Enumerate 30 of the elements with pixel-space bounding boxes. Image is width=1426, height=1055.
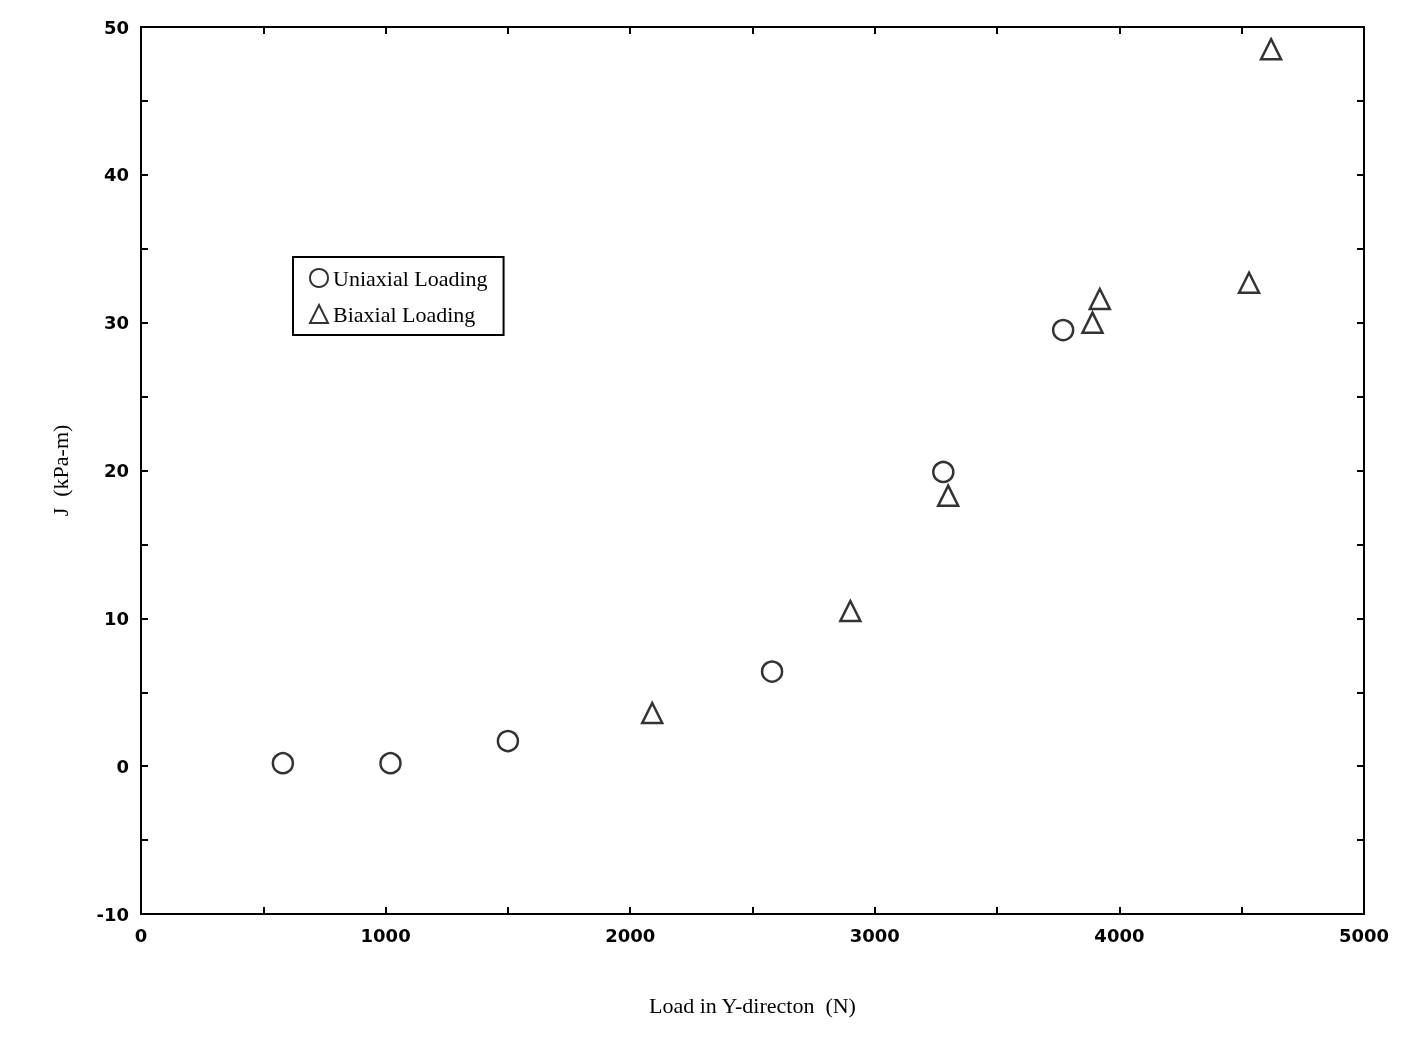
point [1259, 37, 1283, 61]
legend-label: Uniaxial Loading [333, 265, 488, 291]
point [1088, 287, 1112, 311]
y-tick-label: 30 [103, 312, 129, 334]
y-tick-label: -10 [96, 903, 129, 925]
x-tick-label: 2000 [605, 924, 656, 946]
point [1051, 318, 1075, 342]
point [379, 751, 402, 775]
y-tick-label: 50 [103, 16, 129, 38]
x-tick-label: 4000 [1094, 924, 1145, 946]
point [496, 729, 520, 753]
y-tick-label: 40 [103, 164, 129, 186]
point [932, 460, 955, 484]
y-tick-label: 20 [103, 460, 129, 481]
legend-label: Biaxial Loading [333, 301, 476, 327]
point [760, 660, 784, 683]
x-tick-label: 3000 [849, 924, 900, 946]
y-tick-label: 10 [103, 607, 129, 629]
point [640, 701, 664, 725]
point [936, 484, 960, 507]
x-tick-label: 5000 [1338, 924, 1390, 946]
y-tick-label: 0 [116, 755, 129, 777]
point [839, 599, 862, 623]
point [271, 751, 295, 775]
point [1081, 311, 1104, 334]
x-tick-label: 1000 [360, 924, 411, 946]
y-axis-title: J (kPa-m) [47, 424, 73, 517]
x-axis-title: Load in Y-directon (N) [649, 992, 856, 1018]
x-tick-label: 0 [134, 924, 148, 946]
point [1237, 271, 1261, 294]
